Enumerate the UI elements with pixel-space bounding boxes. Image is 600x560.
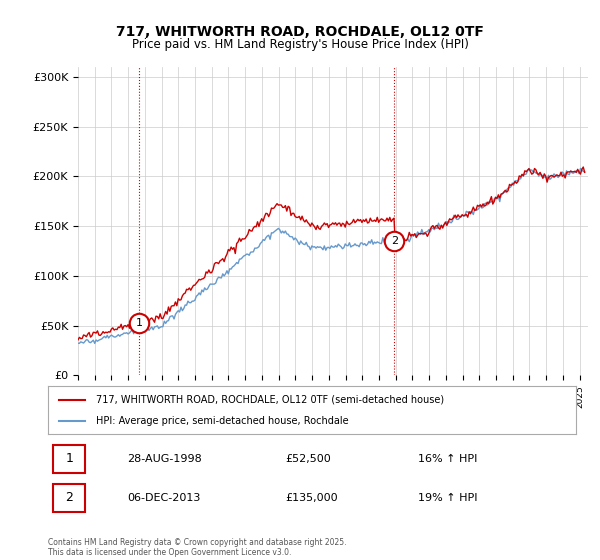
Text: 19% ↑ HPI: 19% ↑ HPI <box>418 493 477 503</box>
Text: HPI: Average price, semi-detached house, Rochdale: HPI: Average price, semi-detached house,… <box>95 416 348 426</box>
Text: 16% ↑ HPI: 16% ↑ HPI <box>418 454 477 464</box>
Text: £52,500: £52,500 <box>286 454 331 464</box>
FancyBboxPatch shape <box>53 445 85 473</box>
Text: 1: 1 <box>65 452 73 465</box>
Text: 717, WHITWORTH ROAD, ROCHDALE, OL12 0TF: 717, WHITWORTH ROAD, ROCHDALE, OL12 0TF <box>116 25 484 39</box>
Text: Price paid vs. HM Land Registry's House Price Index (HPI): Price paid vs. HM Land Registry's House … <box>131 38 469 50</box>
Text: 06-DEC-2013: 06-DEC-2013 <box>127 493 200 503</box>
Text: 2: 2 <box>65 491 73 505</box>
Text: Contains HM Land Registry data © Crown copyright and database right 2025.
This d: Contains HM Land Registry data © Crown c… <box>48 538 347 557</box>
Text: 1: 1 <box>136 318 143 328</box>
Text: 2: 2 <box>391 236 398 246</box>
Text: 28-AUG-1998: 28-AUG-1998 <box>127 454 202 464</box>
Text: £135,000: £135,000 <box>286 493 338 503</box>
Text: 717, WHITWORTH ROAD, ROCHDALE, OL12 0TF (semi-detached house): 717, WHITWORTH ROAD, ROCHDALE, OL12 0TF … <box>95 395 443 405</box>
FancyBboxPatch shape <box>53 484 85 512</box>
